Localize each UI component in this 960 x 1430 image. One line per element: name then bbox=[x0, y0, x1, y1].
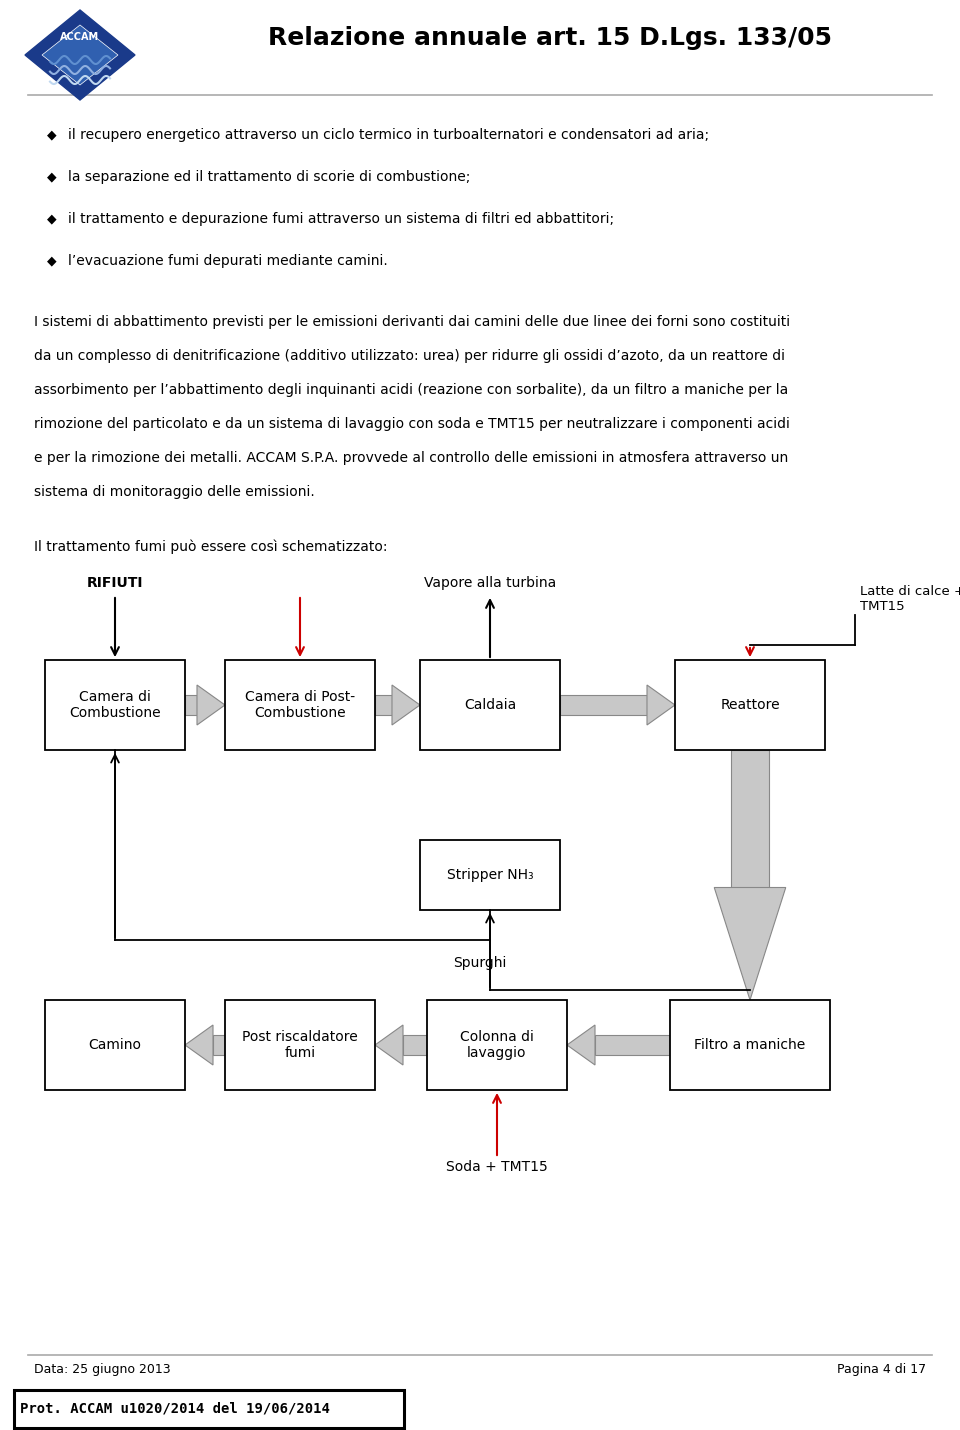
Text: ◆: ◆ bbox=[47, 213, 57, 226]
Text: Camera di
Combustione: Camera di Combustione bbox=[69, 689, 161, 721]
Text: Relazione annuale art. 15 D.Lgs. 133/05: Relazione annuale art. 15 D.Lgs. 133/05 bbox=[268, 26, 832, 50]
Text: Pagina 4 di 17: Pagina 4 di 17 bbox=[837, 1363, 926, 1376]
Bar bbox=[225, 1000, 375, 1090]
Polygon shape bbox=[42, 24, 118, 84]
Text: RIFIUTI: RIFIUTI bbox=[86, 576, 143, 591]
Text: e per la rimozione dei metalli. ACCAM S.P.A. provvede al controllo delle emissio: e per la rimozione dei metalli. ACCAM S.… bbox=[34, 450, 788, 465]
Bar bbox=[420, 661, 560, 749]
Bar bbox=[45, 661, 185, 749]
Text: Camera di Post-
Combustione: Camera di Post- Combustione bbox=[245, 689, 355, 721]
Text: Spurghi: Spurghi bbox=[453, 957, 507, 970]
Text: Caldaia: Caldaia bbox=[464, 698, 516, 712]
Text: Filtro a maniche: Filtro a maniche bbox=[694, 1038, 805, 1052]
Text: Colonna di
lavaggio: Colonna di lavaggio bbox=[460, 1030, 534, 1060]
Polygon shape bbox=[714, 888, 785, 1000]
Text: ◆: ◆ bbox=[47, 129, 57, 142]
Text: Reattore: Reattore bbox=[720, 698, 780, 712]
Text: ◆: ◆ bbox=[47, 255, 57, 267]
Text: Vapore alla turbina: Vapore alla turbina bbox=[424, 576, 556, 591]
Text: l’evacuazione fumi depurati mediante camini.: l’evacuazione fumi depurati mediante cam… bbox=[68, 255, 388, 267]
Polygon shape bbox=[197, 685, 225, 725]
Bar bbox=[14, 1390, 404, 1429]
Text: Prot. ACCAM u1020/2014 del 19/06/2014: Prot. ACCAM u1020/2014 del 19/06/2014 bbox=[20, 1401, 330, 1416]
Bar bbox=[420, 839, 560, 909]
Text: Post riscaldatore
fumi: Post riscaldatore fumi bbox=[242, 1030, 358, 1060]
Bar bbox=[675, 661, 825, 749]
Text: assorbimento per l’abbattimento degli inquinanti acidi (reazione con sorbalite),: assorbimento per l’abbattimento degli in… bbox=[34, 383, 788, 398]
Text: Soda + TMT15: Soda + TMT15 bbox=[446, 1160, 548, 1174]
Text: Data: 25 giugno 2013: Data: 25 giugno 2013 bbox=[34, 1363, 171, 1376]
Bar bbox=[560, 695, 647, 715]
Bar bbox=[225, 661, 375, 749]
Bar bbox=[213, 1035, 225, 1055]
Bar bbox=[670, 1000, 830, 1090]
Text: ◆: ◆ bbox=[47, 170, 57, 183]
Text: il recupero energetico attraverso un ciclo termico in turboalternatori e condens: il recupero energetico attraverso un cic… bbox=[68, 129, 709, 142]
Text: Il trattamento fumi può essere così schematizzato:: Il trattamento fumi può essere così sche… bbox=[34, 541, 388, 555]
Bar bbox=[731, 749, 769, 888]
Text: Latte di calce +
TMT15: Latte di calce + TMT15 bbox=[860, 585, 960, 613]
Polygon shape bbox=[647, 685, 675, 725]
Bar bbox=[427, 1000, 567, 1090]
Text: Camino: Camino bbox=[88, 1038, 141, 1052]
Polygon shape bbox=[25, 10, 135, 100]
Text: da un complesso di denitrificazione (additivo utilizzato: urea) per ridurre gli : da un complesso di denitrificazione (add… bbox=[34, 349, 785, 363]
Text: rimozione del particolato e da un sistema di lavaggio con soda e TMT15 per neutr: rimozione del particolato e da un sistem… bbox=[34, 418, 790, 430]
Bar bbox=[403, 1035, 427, 1055]
Text: ACCAM: ACCAM bbox=[60, 31, 100, 41]
Polygon shape bbox=[375, 1025, 403, 1065]
Bar bbox=[595, 1035, 670, 1055]
Bar bbox=[375, 695, 392, 715]
Polygon shape bbox=[567, 1025, 595, 1065]
Bar bbox=[45, 1000, 185, 1090]
Text: I sistemi di abbattimento previsti per le emissioni derivanti dai camini delle d: I sistemi di abbattimento previsti per l… bbox=[34, 315, 790, 329]
Text: il trattamento e depurazione fumi attraverso un sistema di filtri ed abbattitori: il trattamento e depurazione fumi attrav… bbox=[68, 212, 614, 226]
Text: Stripper NH₃: Stripper NH₃ bbox=[446, 868, 534, 882]
Bar bbox=[185, 695, 197, 715]
Text: sistema di monitoraggio delle emissioni.: sistema di monitoraggio delle emissioni. bbox=[34, 485, 315, 499]
Text: la separazione ed il trattamento di scorie di combustione;: la separazione ed il trattamento di scor… bbox=[68, 170, 470, 184]
Polygon shape bbox=[185, 1025, 213, 1065]
Polygon shape bbox=[392, 685, 420, 725]
